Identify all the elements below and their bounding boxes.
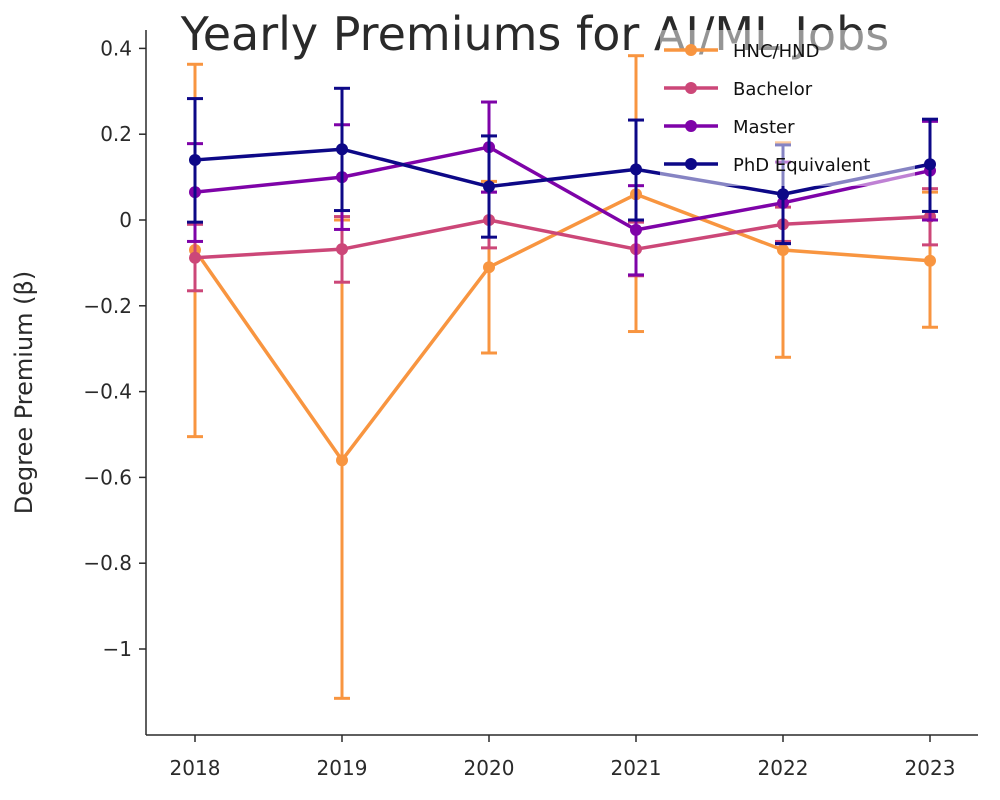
y-tick-label: −0.8 <box>83 551 132 575</box>
y-tick-label: 0.2 <box>100 122 132 146</box>
data-point[interactable] <box>630 163 642 176</box>
legend: HNC/HND Bachelor Master PhD Equivalent <box>660 30 915 186</box>
y-ticks: 0.4 0.2 0 −0.2 −0.4 −0.6 −0.8 −1 <box>83 36 146 661</box>
legend-label: Master <box>733 117 795 138</box>
x-tick-label: 2023 <box>905 756 956 780</box>
x-tick-label: 2018 <box>170 756 221 780</box>
series-bachelor <box>187 187 938 293</box>
legend-swatch-marker <box>685 82 697 94</box>
y-tick-label: −1 <box>103 637 132 661</box>
data-point[interactable] <box>777 188 789 201</box>
series-line <box>193 192 931 462</box>
data-point[interactable] <box>630 223 642 236</box>
y-tick-label: 0.4 <box>100 36 132 60</box>
data-point[interactable] <box>189 251 201 264</box>
data-point[interactable] <box>924 254 936 267</box>
y-tick-label: −0.6 <box>83 465 132 489</box>
y-tick-label: −0.4 <box>83 380 132 404</box>
axes <box>145 30 978 736</box>
legend-swatch-marker <box>685 44 697 56</box>
legend-item[interactable]: HNC/HND <box>664 41 820 62</box>
series-line <box>194 145 931 232</box>
series-phd-equivalent <box>187 86 938 246</box>
legend-item[interactable]: Bachelor <box>664 79 813 100</box>
data-point[interactable] <box>336 454 348 467</box>
data-point[interactable] <box>336 143 348 156</box>
x-tick-label: 2021 <box>611 756 662 780</box>
legend-item[interactable]: PhD Equivalent <box>664 155 870 176</box>
data-point[interactable] <box>777 244 789 257</box>
data-point[interactable] <box>483 180 495 193</box>
legend-background <box>660 30 915 186</box>
y-axis-title: Degree Premium (β) <box>10 271 38 514</box>
legend-label: PhD Equivalent <box>733 155 870 176</box>
data-point[interactable] <box>336 243 348 256</box>
y-tick-label: 0 <box>119 208 132 232</box>
legend-swatch-marker <box>685 120 697 132</box>
data-point[interactable] <box>483 261 495 274</box>
x-tick-label: 2019 <box>317 756 368 780</box>
legend-label: Bachelor <box>733 79 813 100</box>
data-point[interactable] <box>189 153 201 166</box>
x-ticks: 2018 2019 2020 2021 2022 2023 <box>170 735 956 780</box>
series-line <box>194 147 931 197</box>
x-tick-label: 2022 <box>758 756 809 780</box>
data-point[interactable] <box>924 158 936 171</box>
legend-swatch-marker <box>685 158 697 170</box>
x-tick-label: 2020 <box>464 756 515 780</box>
legend-item[interactable]: Master <box>664 117 795 138</box>
series-line <box>194 214 931 260</box>
y-tick-label: −0.2 <box>83 294 132 318</box>
legend-label: HNC/HND <box>733 41 820 62</box>
